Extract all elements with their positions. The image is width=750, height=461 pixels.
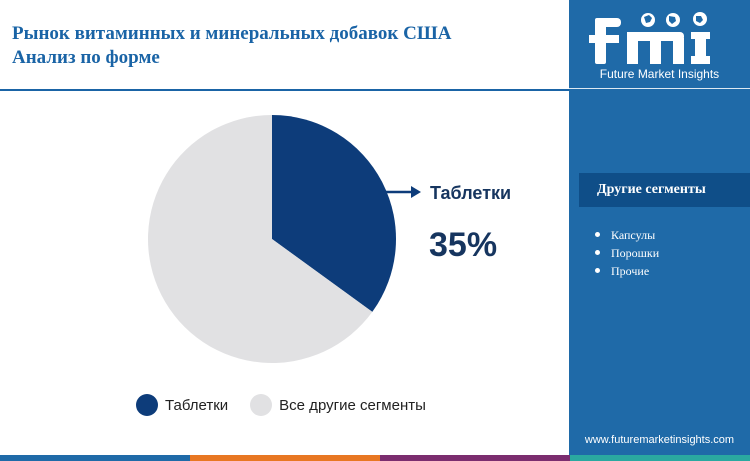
title-line-2: Анализ по форме [12,47,160,68]
chart-title: Рынок витаминных и минеральных добавок С… [12,22,552,70]
callout-label: Таблетки [430,183,512,203]
legend-item-other: Все другие сегменты [250,394,426,416]
bottom-bar-segment [570,455,750,461]
side-panel: Future Market Insights Другие сегменты К… [569,0,750,455]
pie-slice-other-segments [148,115,373,363]
legend-label-other: Все другие сегменты [279,396,426,414]
bottom-bar-segment [190,455,380,461]
bottom-bar-segment [380,455,570,461]
other-segments-heading: Другие сегменты [579,173,750,207]
bottom-color-bar [0,455,750,461]
title-line-1: Рынок витаминных и минеральных добавок С… [12,23,452,44]
pie-chart [148,115,421,363]
fmi-logo-icon [589,12,710,64]
callout-arrow [386,186,421,198]
legend: Таблетки Все другие сегменты [136,393,448,417]
legend-item-tablets: Таблетки [136,394,228,416]
legend-label-tablets: Таблетки [165,396,229,414]
panel-divider [569,88,750,89]
callout-value: 35% [429,226,498,264]
pie-slice-tablets [272,115,396,312]
logo-subtitle: Future Market Insights [599,67,720,81]
bottom-bar-segment [0,455,190,461]
segment-item-powders: Порошки [595,244,659,262]
other-segments-list: Капсулы Порошки Прочие [595,226,659,280]
title-divider [0,89,569,91]
legend-swatch-tablets [136,394,158,416]
pie-slices [148,115,396,363]
website-link[interactable]: www.futuremarketinsights.com [584,434,735,446]
segment-item-capsules: Капсулы [595,226,659,244]
legend-swatch-other [250,394,273,416]
segment-item-other: Прочие [595,262,659,280]
